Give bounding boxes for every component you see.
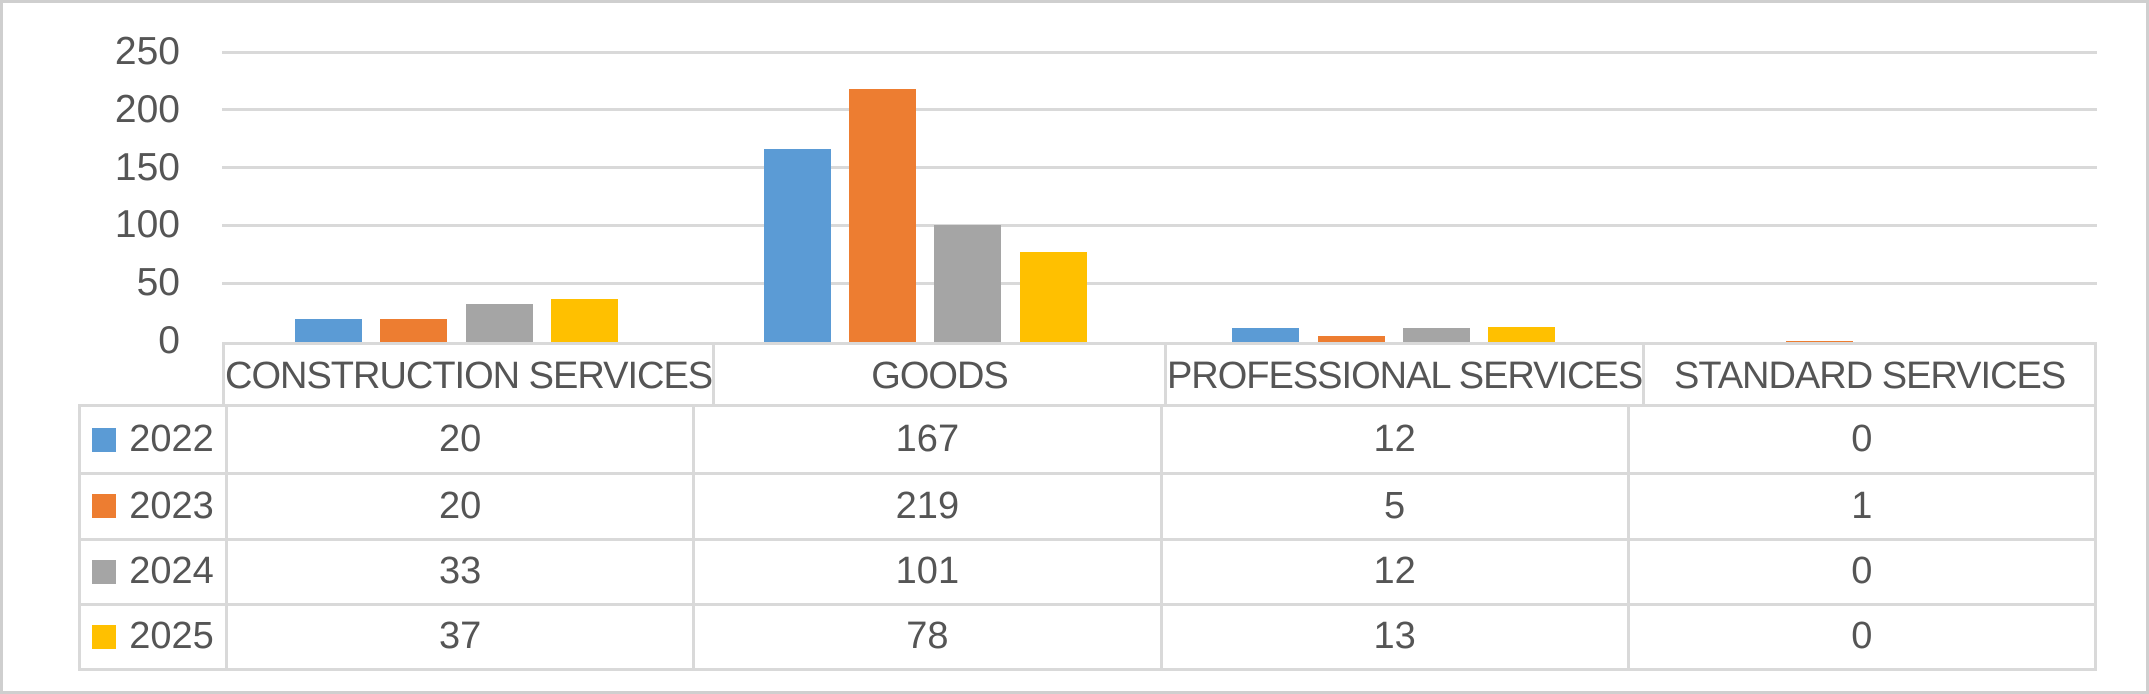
- data-table-header-row: CONSTRUCTION SERVICES GOODS PROFESSIONAL S…: [222, 342, 2097, 407]
- table-value-cell: 0: [1626, 602, 2094, 668]
- table-value-cell: 0: [1626, 407, 2094, 473]
- table-value-cell: 12: [1159, 537, 1627, 603]
- table-value-cell: 101: [692, 537, 1160, 603]
- table-header-cell: GOODS: [712, 345, 1164, 407]
- bar-2024-professional-services: [1403, 328, 1471, 342]
- bar-2025-professional-services: [1488, 326, 1556, 342]
- bar-2023-construction-services: [380, 318, 448, 342]
- table-header-cell: PROFESSIONAL SERVICES: [1163, 345, 1643, 407]
- bar-2022-professional-services: [1232, 328, 1300, 342]
- table-value-cell: 5: [1159, 472, 1627, 538]
- data-table-body: 2022 20 167 12 0 2023 20 219 5 1 2024 33 101 12 0 2025 3…: [78, 404, 2097, 671]
- legend-cell: 2022: [81, 407, 225, 472]
- bar-2022-goods: [763, 148, 831, 342]
- y-axis-tick-label: 150: [114, 145, 180, 189]
- legend-cell: 2024: [81, 537, 225, 603]
- bar-2025-construction-services: [550, 299, 618, 342]
- table-value-cell: 12: [1159, 407, 1627, 473]
- legend-year-label: 2025: [129, 615, 214, 658]
- table-header-cell: STANDARD SERVICES: [1642, 345, 2094, 407]
- table-value-cell: 33: [225, 537, 693, 603]
- legend-swatch-icon: [92, 559, 117, 584]
- plot-area: [222, 50, 2097, 342]
- bar-2023-goods: [848, 88, 916, 342]
- gridline: [222, 50, 2097, 54]
- table-value-cell: 13: [1159, 602, 1627, 668]
- legend-cell: 2023: [81, 472, 225, 537]
- bar-2024-goods: [934, 225, 1002, 342]
- table-value-cell: 167: [692, 407, 1159, 473]
- table-value-cell: 20: [225, 407, 692, 473]
- bar-2025-goods: [1019, 251, 1087, 342]
- bar-2022-construction-services: [294, 318, 362, 342]
- legend-year-label: 2024: [129, 550, 214, 593]
- table-value-cell: 78: [692, 602, 1160, 668]
- table-value-cell: 20: [225, 472, 693, 538]
- legend-cell: 2025: [81, 602, 225, 668]
- gridline: [222, 223, 2097, 227]
- y-axis-tick-label: 200: [114, 87, 180, 131]
- bar-2023-professional-services: [1317, 336, 1385, 342]
- y-axis-tick-label: 0: [158, 319, 180, 362]
- legend-swatch-icon: [92, 427, 117, 452]
- y-axis-tick-label: 250: [114, 30, 180, 73]
- table-header-cell: CONSTRUCTION SERVICES: [225, 354, 713, 397]
- table-value-cell: 1: [1626, 472, 2094, 538]
- table-value-cell: 219: [692, 472, 1160, 538]
- y-axis-tick-label: 100: [114, 203, 180, 247]
- gridline: [222, 281, 2097, 285]
- bar-2023-standard-services: [1786, 340, 1854, 342]
- legend-swatch-icon: [92, 494, 117, 519]
- legend-swatch-icon: [92, 624, 117, 649]
- gridline: [222, 166, 2097, 170]
- gridline: [222, 108, 2097, 112]
- table-value-cell: 0: [1626, 537, 2094, 603]
- legend-year-label: 2023: [129, 484, 214, 527]
- bar-2024-construction-services: [465, 303, 533, 342]
- y-axis-tick-label: 50: [136, 261, 180, 305]
- table-value-cell: 37: [225, 602, 693, 668]
- legend-year-label: 2022: [129, 418, 214, 461]
